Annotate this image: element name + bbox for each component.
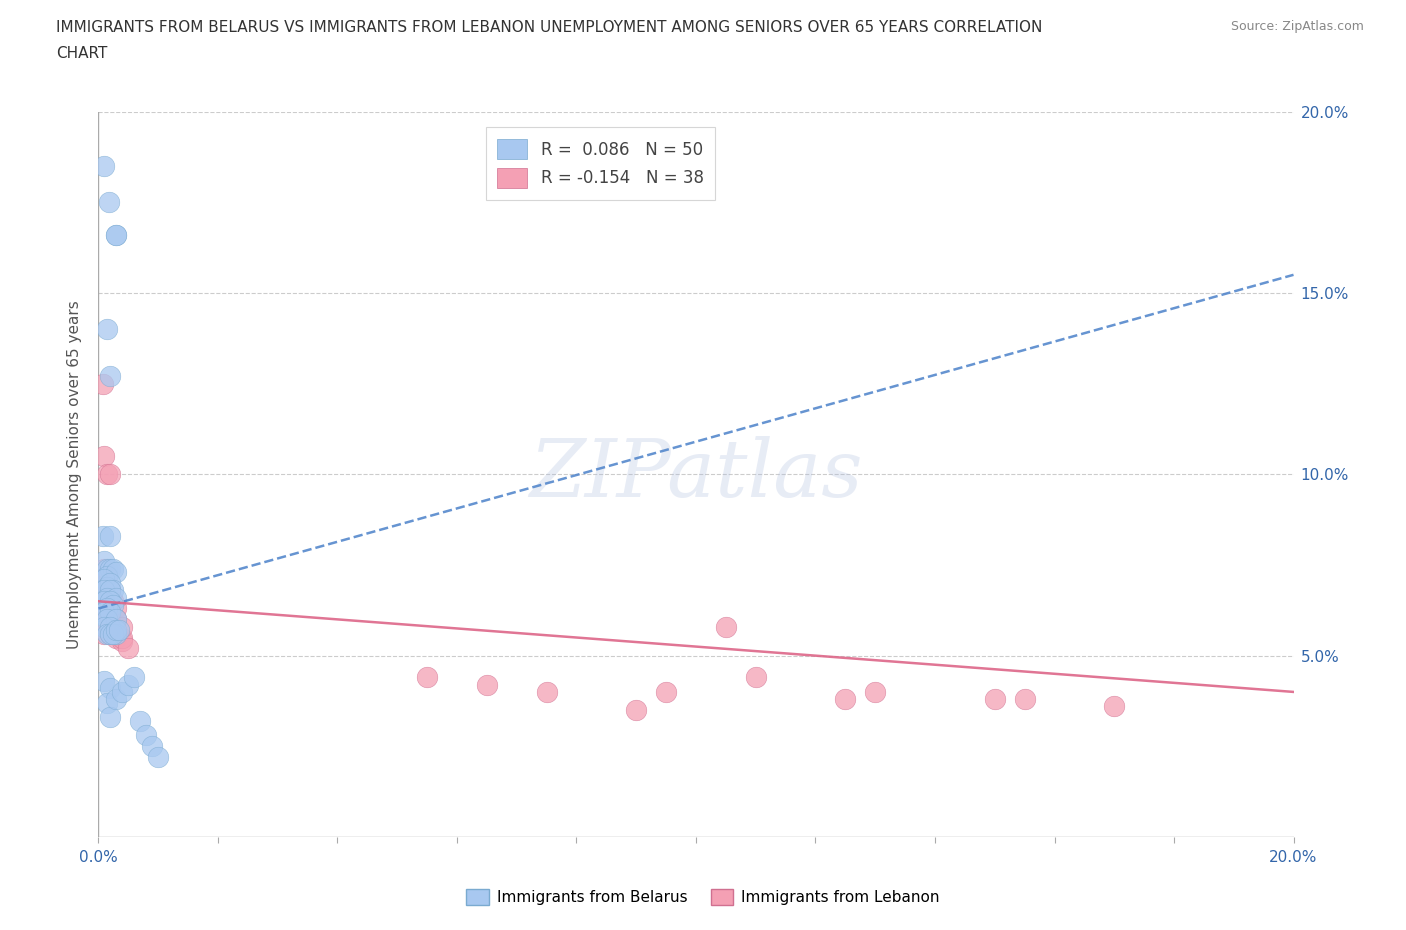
Point [96,604,118,619]
Legend: Immigrants from Belarus, Immigrants from Lebanon: Immigrants from Belarus, Immigrants from… [460,883,946,911]
Point [103,597,125,612]
Point [108,623,131,638]
Point [93,449,115,464]
Point [135,728,157,743]
Point [96,467,118,482]
Point [93,583,115,598]
Point [103,594,125,609]
Point [98,195,121,210]
Point [98,467,122,482]
Point [865,684,887,699]
Point [475,677,498,692]
Point [105,591,128,605]
Point [105,601,128,616]
Text: Source: ZipAtlas.com: Source: ZipAtlas.com [1230,20,1364,33]
Point [98,369,122,384]
Point [105,627,128,642]
Point [98,710,122,724]
Point [105,612,128,627]
Point [117,641,139,656]
Point [93,594,115,609]
Point [984,692,1007,707]
Point [93,158,115,173]
Point [96,612,118,627]
Point [148,750,170,764]
Point [96,627,118,642]
Point [98,583,122,598]
Point [111,684,134,699]
Point [98,594,122,609]
Point [93,554,115,569]
Point [103,619,125,634]
Point [714,619,737,634]
Point [105,627,128,642]
Point [124,670,146,684]
Point [105,612,128,627]
Point [1014,692,1036,707]
Point [105,631,128,645]
Point [93,619,115,634]
Point [93,604,115,619]
Point [1104,699,1126,714]
Point [117,677,139,692]
Legend: R =  0.086   N = 50, R = -0.154   N = 38: R = 0.086 N = 50, R = -0.154 N = 38 [485,127,716,200]
Point [98,604,122,619]
Point [96,568,118,583]
Point [93,572,115,587]
Point [93,673,115,688]
Point [111,619,134,634]
Point [96,696,118,711]
Point [111,631,134,645]
Point [103,583,125,598]
Point [745,670,768,684]
Point [98,594,122,609]
Point [834,692,856,707]
Point [536,684,558,699]
Point [105,565,128,579]
Point [105,228,128,243]
Point [98,576,122,591]
Point [96,591,118,605]
Point [98,627,122,642]
Point [93,561,115,576]
Point [91,377,114,392]
Point [129,713,152,728]
Text: CHART: CHART [56,46,108,61]
Point [96,322,118,337]
Point [91,528,114,543]
Point [626,703,648,718]
Point [96,579,118,594]
Point [96,561,118,576]
Point [98,604,122,619]
Point [105,692,128,707]
Point [98,561,122,576]
Y-axis label: Unemployment Among Seniors over 65 years: Unemployment Among Seniors over 65 years [67,300,83,649]
Point [98,612,122,627]
Point [93,604,115,619]
Point [96,568,118,583]
Point [103,561,125,576]
Point [98,583,122,598]
Point [98,681,122,696]
Point [93,583,115,598]
Point [655,684,678,699]
Point [103,627,125,642]
Point [96,601,118,616]
Point [98,528,122,543]
Point [105,623,128,638]
Point [141,738,163,753]
Text: ZIPatlas: ZIPatlas [529,435,863,513]
Point [105,228,128,243]
Point [93,627,115,642]
Point [98,619,122,634]
Text: IMMIGRANTS FROM BELARUS VS IMMIGRANTS FROM LEBANON UNEMPLOYMENT AMONG SENIORS OV: IMMIGRANTS FROM BELARUS VS IMMIGRANTS FR… [56,20,1043,35]
Point [416,670,439,684]
Point [98,619,122,634]
Point [98,627,122,642]
Point [111,633,134,648]
